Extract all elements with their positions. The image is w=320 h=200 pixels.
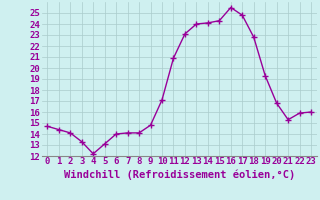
- X-axis label: Windchill (Refroidissement éolien,°C): Windchill (Refroidissement éolien,°C): [64, 169, 295, 180]
